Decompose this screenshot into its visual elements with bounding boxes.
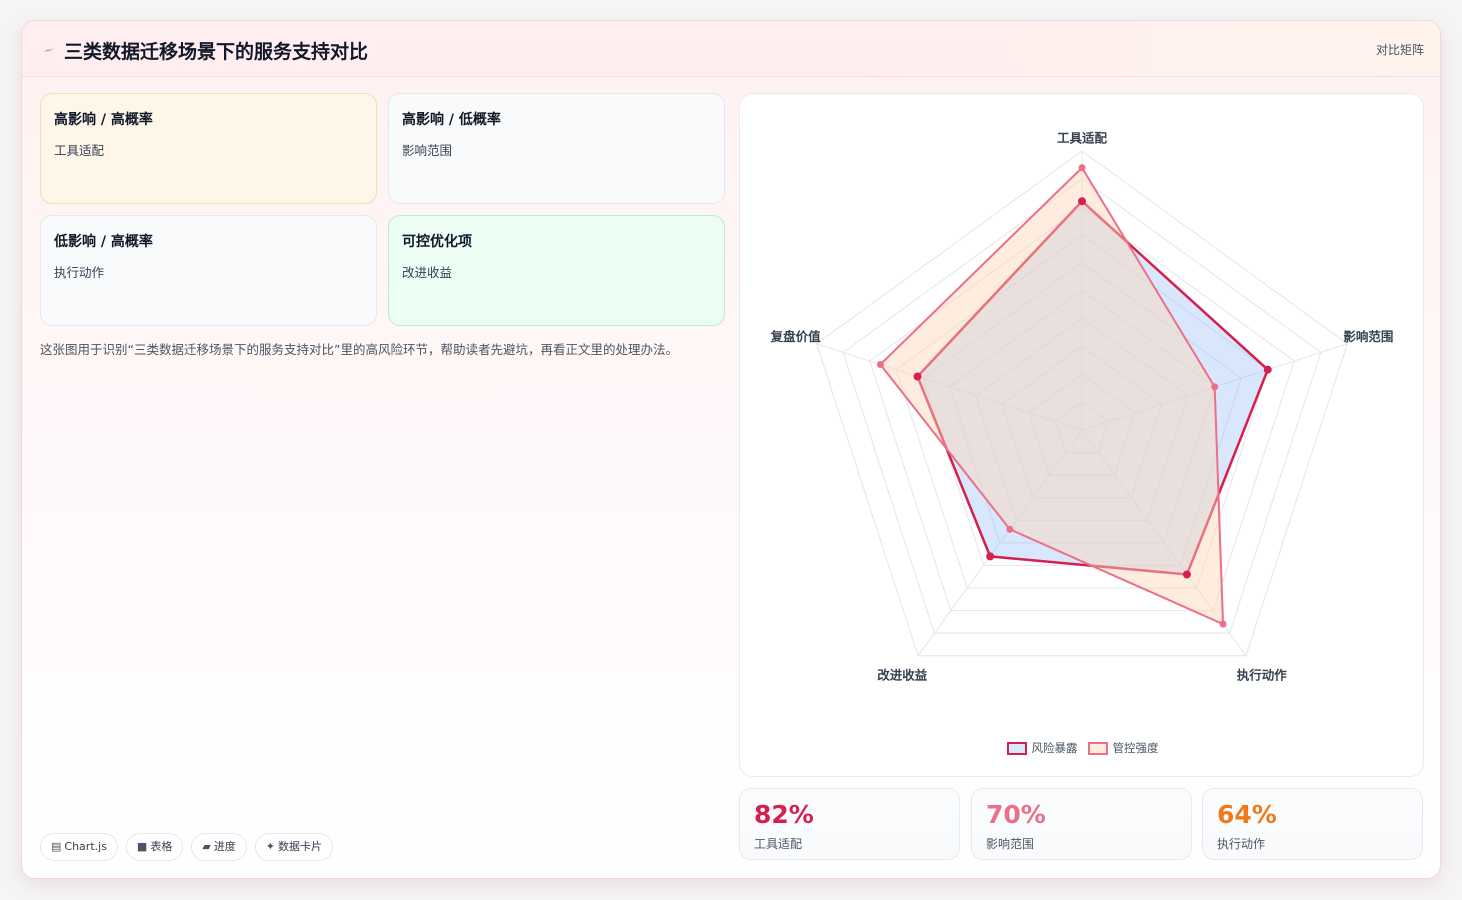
grid-spoke	[1081, 429, 1247, 657]
stat-card-tool-fit: 82% 工具适配	[739, 788, 960, 860]
stat-value: 70%	[986, 800, 1046, 829]
sparkle-icon: ✦	[265, 840, 276, 853]
tag-data-card[interactable]: ✦ 数据卡片	[254, 833, 334, 861]
chart-legend: 风险暴露 管控强度	[740, 740, 1425, 756]
quadrant-title: 低影响 / 高概率	[54, 234, 153, 250]
grid-ring	[842, 178, 1322, 634]
legend-swatch-risk	[1006, 741, 1027, 755]
stat-card-impact-scope: 70% 影响范围	[971, 788, 1192, 860]
series-area-1	[878, 166, 1225, 626]
quadrant-item: 影响范围	[402, 143, 453, 158]
grid-ring	[869, 206, 1295, 612]
quadrant-low-impact-high-prob: 低影响 / 高概率 执行动作	[40, 215, 377, 326]
axis-label: 改进收益	[877, 667, 928, 682]
data-point	[1078, 164, 1086, 172]
tag-label: 表格	[150, 840, 173, 853]
quadrant-controllable: 可控优化项 改进收益	[388, 215, 725, 326]
quadrant-high-impact-high-prob: 高影响 / 高概率 工具适配	[40, 93, 377, 204]
grid-ring	[816, 150, 1348, 657]
axis-label: 执行动作	[1237, 667, 1288, 682]
legend-label: 风险暴露	[1031, 741, 1078, 755]
data-point	[913, 372, 922, 381]
grid-ring	[1001, 345, 1163, 499]
quadrant-item: 工具适配	[54, 143, 105, 158]
data-point	[1219, 620, 1227, 628]
stat-label: 执行动作	[1217, 837, 1266, 851]
progress-icon: ▰	[202, 840, 211, 853]
stat-label: 影响范围	[986, 837, 1035, 851]
data-point	[1078, 197, 1086, 206]
tag-chartjs[interactable]: ▤ Chart.js	[40, 833, 118, 861]
grid-ring	[948, 289, 1216, 544]
stat-card-execution: 64% 执行动作	[1202, 788, 1423, 860]
series-area-0	[916, 199, 1270, 576]
legend-item-risk[interactable]: 风险暴露	[1006, 740, 1078, 756]
data-point	[1182, 570, 1191, 579]
card-header: 三类数据迁移场景下的服务支持对比 对比矩阵	[22, 21, 1440, 77]
tag-label: Chart.js	[64, 840, 107, 853]
tag-label: 进度	[213, 840, 236, 853]
quadrant-title: 高影响 / 高概率	[54, 112, 153, 128]
grid-spoke	[917, 429, 1083, 657]
radar-chart-panel: 工具适配影响范围执行动作 改进收益 复盘价值 风险暴露 管控强度	[739, 93, 1424, 777]
stat-value: 82%	[754, 800, 814, 829]
table-icon: ▤	[51, 840, 62, 853]
data-point	[876, 360, 884, 368]
quadrant-title: 可控优化项	[402, 234, 472, 250]
data-point	[1211, 383, 1219, 391]
quadrant-high-impact-low-prob: 高影响 / 低概率 影响范围	[388, 93, 725, 204]
data-point	[1006, 525, 1014, 533]
tag-table[interactable]: ■ 表格	[125, 833, 184, 861]
comparison-card: 三类数据迁移场景下的服务支持对比 对比矩阵 高影响 / 高概率 工具适配 高影响…	[21, 20, 1441, 879]
lightning-icon	[44, 48, 54, 52]
legend-label: 管控强度	[1112, 741, 1159, 755]
grid-ring	[1054, 401, 1110, 454]
stat-value: 64%	[1217, 800, 1277, 829]
tag-list: ▤ Chart.js ■ 表格 ▰ 进度 ✦ 数据卡片	[40, 833, 334, 861]
axis-label: 影响范围	[1343, 329, 1393, 344]
page-title: 三类数据迁移场景下的服务支持对比	[64, 41, 369, 63]
comparison-matrix-link[interactable]: 对比矩阵	[1375, 43, 1424, 57]
axis-label: 复盘价值	[770, 329, 822, 344]
data-point	[986, 552, 995, 561]
legend-item-control[interactable]: 管控强度	[1087, 740, 1159, 756]
quadrant-title: 高影响 / 低概率	[402, 112, 501, 128]
chart-description: 这张图用于识别“三类数据迁移场景下的服务支持对比”里的高风险环节，帮助读者先避坑…	[40, 342, 678, 357]
grid-ring	[975, 317, 1189, 521]
data-point	[1263, 365, 1272, 374]
grid-icon: ■	[136, 840, 148, 853]
quadrant-item: 执行动作	[54, 265, 105, 280]
grid-ring	[1028, 373, 1136, 476]
grid-ring	[895, 234, 1269, 589]
stat-label: 工具适配	[754, 837, 803, 851]
tag-progress[interactable]: ▰ 进度	[191, 833, 247, 861]
axis-label: 工具适配	[1057, 131, 1108, 146]
legend-swatch-control	[1087, 741, 1108, 755]
grid-spoke	[816, 343, 1083, 431]
tag-label: 数据卡片	[278, 840, 323, 853]
quadrant-item: 改进收益	[402, 265, 453, 280]
